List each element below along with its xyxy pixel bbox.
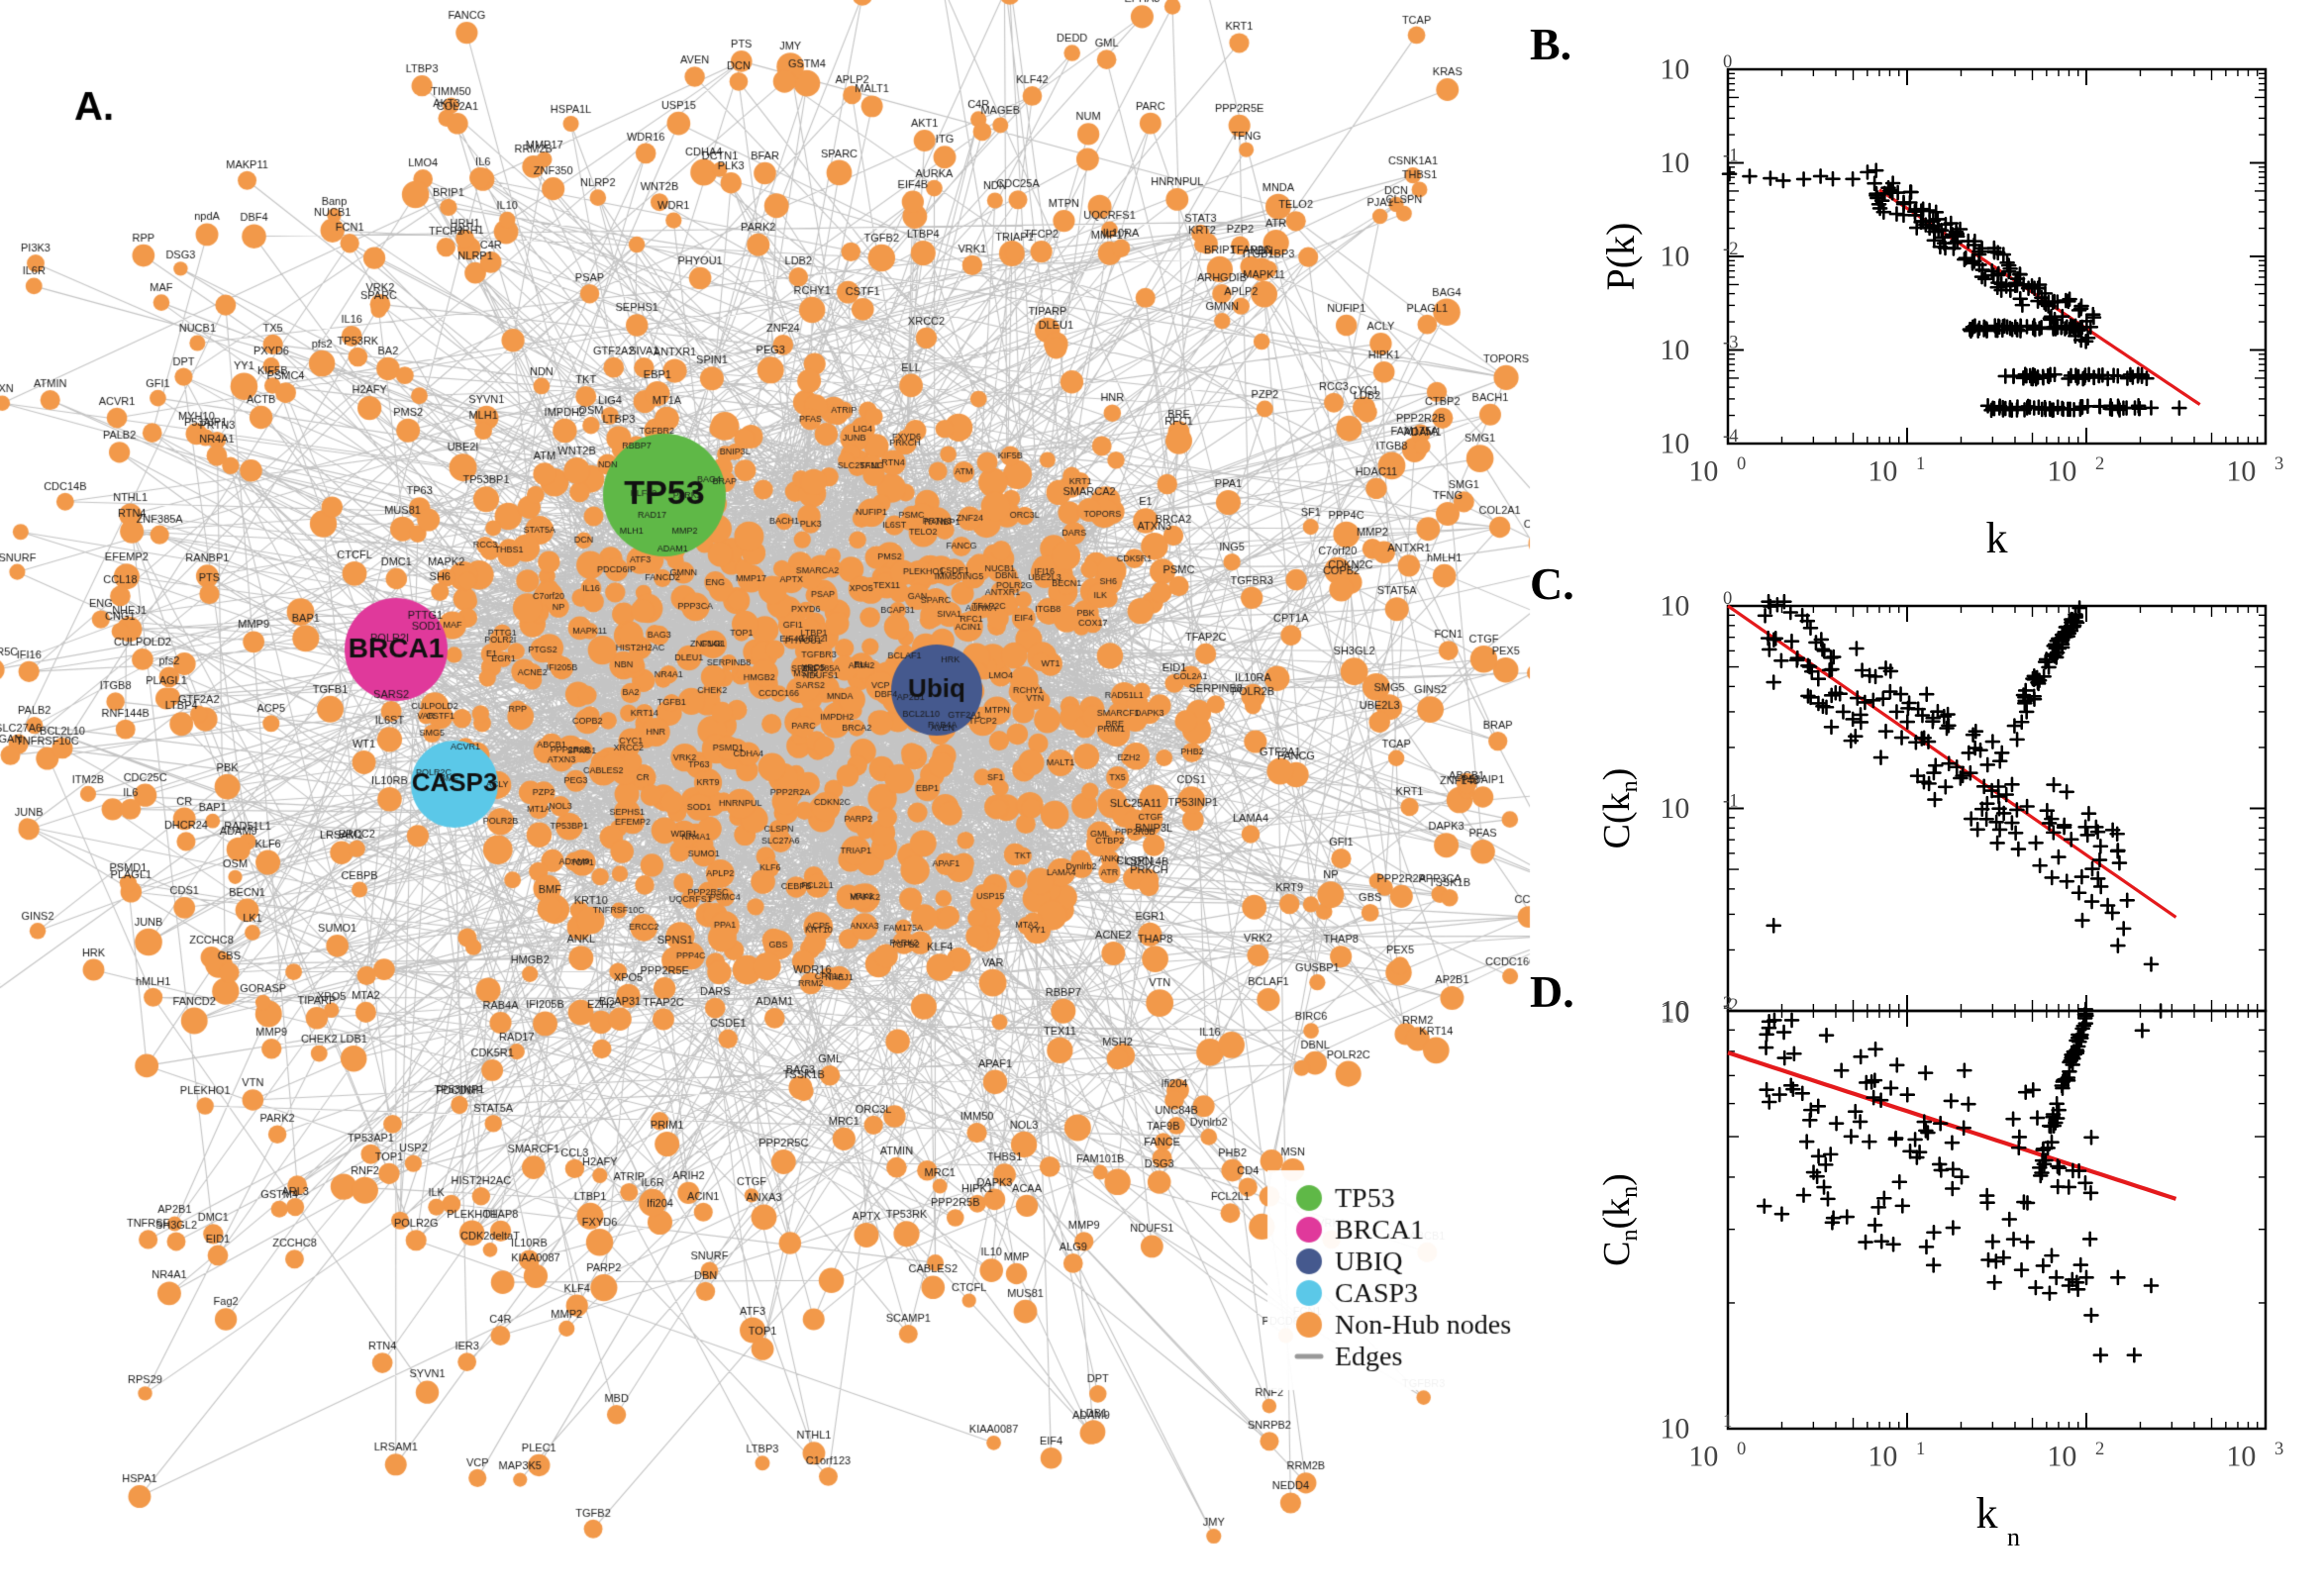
svg-text:0: 0 — [1723, 51, 1732, 72]
svg-text:10: 10 — [1660, 995, 1689, 1028]
svg-text:0: 0 — [1737, 453, 1746, 474]
svg-text:-1: -1 — [1723, 146, 1739, 166]
svg-text:10: 10 — [1688, 455, 1718, 488]
svg-text:0: 0 — [1737, 1439, 1746, 1459]
svg-text:P(k): P(k) — [1598, 223, 1643, 291]
svg-text:-1: -1 — [1723, 791, 1739, 812]
svg-text:10: 10 — [1660, 590, 1689, 623]
svg-text:Cn(kn): Cn(kn) — [1596, 1173, 1643, 1266]
svg-text:C.: C. — [1530, 558, 1574, 609]
svg-text:10: 10 — [1688, 1441, 1718, 1473]
svg-text:k: k — [1976, 1489, 1998, 1538]
svg-text:10: 10 — [2226, 455, 2256, 488]
svg-text:2: 2 — [1723, 993, 1732, 1014]
svg-text:D.: D. — [1530, 966, 1574, 1017]
svg-text:3: 3 — [2274, 453, 2283, 474]
svg-text:10: 10 — [1660, 53, 1689, 86]
svg-text:10: 10 — [1660, 792, 1689, 825]
svg-text:10: 10 — [1868, 1441, 1897, 1473]
svg-text:0: 0 — [1723, 588, 1732, 609]
svg-text:10: 10 — [2047, 1441, 2076, 1473]
svg-text:1: 1 — [1916, 1439, 1925, 1459]
svg-text:k: k — [1986, 514, 2008, 562]
svg-text:2: 2 — [2095, 453, 2104, 474]
svg-text:1: 1 — [1723, 1411, 1732, 1432]
svg-text:C(kn): C(kn) — [1596, 768, 1643, 849]
svg-text:10: 10 — [1660, 334, 1689, 366]
svg-text:10: 10 — [2226, 1441, 2256, 1473]
svg-text:-3: -3 — [1723, 333, 1739, 353]
svg-text:B.: B. — [1530, 19, 1571, 69]
svg-text:1: 1 — [1916, 453, 1925, 474]
svg-text:-2: -2 — [1723, 239, 1739, 259]
svg-text:n: n — [2007, 1523, 2020, 1551]
svg-text:10: 10 — [1660, 1413, 1689, 1446]
svg-text:10: 10 — [1660, 428, 1689, 460]
svg-text:10: 10 — [2047, 455, 2076, 488]
svg-text:10: 10 — [1660, 147, 1689, 179]
svg-text:-4: -4 — [1723, 426, 1739, 447]
svg-text:10: 10 — [1868, 455, 1897, 488]
svg-text:3: 3 — [2274, 1439, 2283, 1459]
svg-text:10: 10 — [1660, 241, 1689, 273]
svg-text:2: 2 — [2095, 1439, 2104, 1459]
